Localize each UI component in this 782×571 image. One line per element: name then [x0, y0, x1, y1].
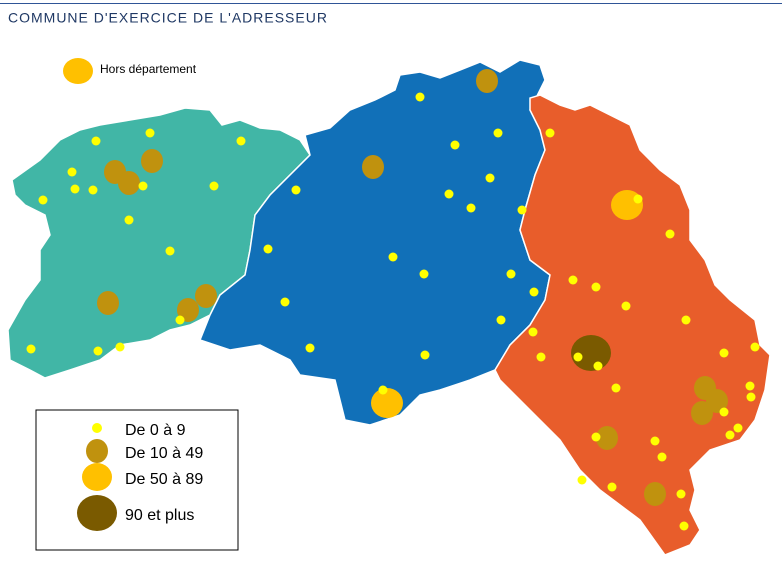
markers [26, 69, 760, 531]
marker-10-49 [476, 69, 498, 93]
marker-0-9 [577, 475, 587, 485]
marker-0-9 [517, 205, 527, 215]
marker-0-9 [124, 215, 134, 225]
marker-0-9 [719, 348, 729, 358]
legend-swatch [92, 423, 102, 433]
outside-marker [63, 58, 93, 84]
marker-0-9 [621, 301, 631, 311]
marker-0-9 [209, 181, 219, 191]
marker-0-9 [280, 297, 290, 307]
marker-0-9 [733, 423, 743, 433]
marker-0-9 [746, 392, 756, 402]
marker-10-49 [362, 155, 384, 179]
marker-10-49 [691, 401, 713, 425]
marker-0-9 [593, 361, 603, 371]
marker-0-9 [676, 489, 686, 499]
marker-0-9 [145, 128, 155, 138]
marker-0-9 [657, 452, 667, 462]
marker-0-9 [138, 181, 148, 191]
marker-0-9 [419, 269, 429, 279]
marker-0-9 [725, 430, 735, 440]
marker-0-9 [305, 343, 315, 353]
legend-label: De 0 à 9 [125, 422, 186, 439]
marker-0-9 [26, 344, 36, 354]
legend-swatch [82, 463, 112, 491]
legend-label: De 50 à 89 [125, 471, 203, 488]
marker-0-9 [91, 136, 101, 146]
marker-0-9 [536, 352, 546, 362]
marker-0-9 [165, 246, 175, 256]
marker-10-49 [596, 426, 618, 450]
marker-0-9 [573, 352, 583, 362]
marker-10-49 [141, 149, 163, 173]
marker-0-9 [496, 315, 506, 325]
marker-0-9 [70, 184, 80, 194]
marker-0-9 [236, 136, 246, 146]
marker-0-9 [415, 92, 425, 102]
marker-0-9 [679, 521, 689, 531]
marker-0-9 [607, 482, 617, 492]
marker-10-49 [644, 482, 666, 506]
marker-10-49 [195, 284, 217, 308]
marker-10-49 [118, 171, 140, 195]
marker-0-9 [611, 383, 621, 393]
marker-0-9 [67, 167, 77, 177]
legend-swatch [77, 495, 117, 531]
marker-0-9 [545, 128, 555, 138]
marker-90-plus [571, 335, 611, 371]
marker-0-9 [388, 252, 398, 262]
marker-0-9 [745, 381, 755, 391]
marker-0-9 [450, 140, 460, 150]
marker-0-9 [466, 203, 476, 213]
marker-0-9 [529, 287, 539, 297]
marker-10-49 [177, 298, 199, 322]
marker-0-9 [719, 407, 729, 417]
legend-label: 90 et plus [125, 507, 194, 524]
marker-10-49 [97, 291, 119, 315]
legend-box [35, 409, 239, 551]
marker-0-9 [591, 282, 601, 292]
marker-0-9 [444, 189, 454, 199]
marker-0-9 [665, 229, 675, 239]
marker-0-9 [175, 315, 185, 325]
marker-0-9 [38, 195, 48, 205]
outside-label: Hors département [100, 62, 197, 76]
legend-label: De 10 à 49 [125, 445, 203, 462]
marker-0-9 [485, 173, 495, 183]
marker-0-9 [115, 342, 125, 352]
marker-0-9 [591, 432, 601, 442]
marker-50-89 [371, 388, 403, 418]
marker-50-89 [611, 190, 643, 220]
marker-0-9 [93, 346, 103, 356]
title: COMMUNE D'EXERCICE DE L'ADRESSEUR [8, 10, 328, 26]
marker-0-9 [88, 185, 98, 195]
marker-0-9 [378, 385, 388, 395]
legend-swatch [86, 439, 108, 463]
marker-0-9 [750, 342, 760, 352]
marker-0-9 [263, 244, 273, 254]
marker-0-9 [291, 185, 301, 195]
marker-0-9 [568, 275, 578, 285]
marker-0-9 [420, 350, 430, 360]
marker-0-9 [493, 128, 503, 138]
marker-0-9 [650, 436, 660, 446]
marker-0-9 [528, 327, 538, 337]
marker-0-9 [633, 194, 643, 204]
marker-0-9 [506, 269, 516, 279]
region-east [494, 94, 771, 556]
marker-0-9 [681, 315, 691, 325]
